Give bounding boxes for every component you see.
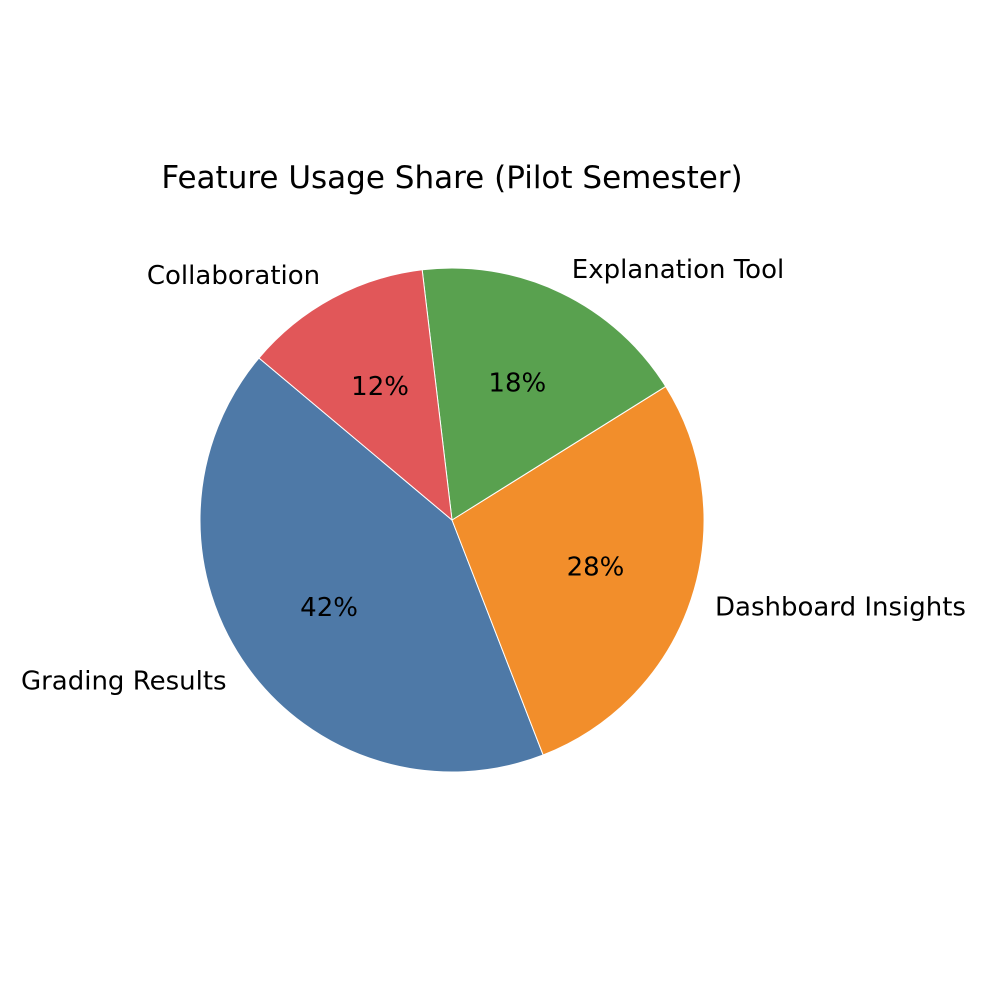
pie-slices [199,267,705,773]
category-label-grading-results: Grading Results [21,666,227,696]
pie-slice-grading-results [199,357,544,773]
category-label-dashboard-insights: Dashboard Insights [715,592,966,622]
percent-label-dashboard-insights: 28% [567,553,625,583]
pie-slice-collaboration [258,269,453,522]
pie-labels: 42% Grading Results 28% Dashboard Insights 1… [21,255,966,696]
category-label-collaboration: Collaboration [147,261,320,291]
chart-title: Feature Usage Share (Pilot Semester) [161,160,742,196]
pie-slice-explanation-tool [421,267,667,521]
percent-label-grading-results: 42% [300,593,358,623]
percent-label-explanation-tool: 18% [488,369,546,399]
pie-slice-dashboard-insights [451,385,705,756]
percent-label-collaboration: 12% [351,372,409,402]
category-label-explanation-tool: Explanation Tool [572,255,784,285]
